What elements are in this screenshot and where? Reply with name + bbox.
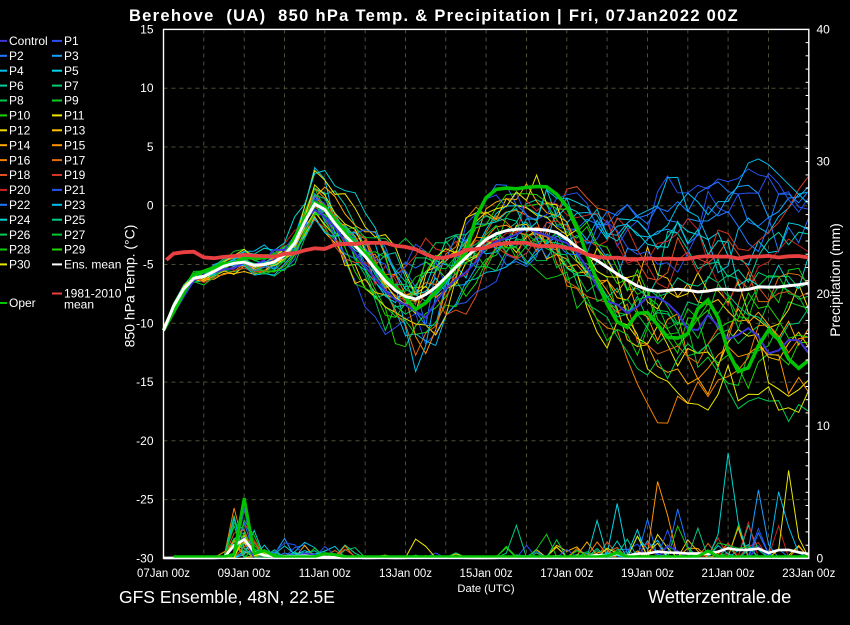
svg-text:P29: P29: [64, 243, 86, 257]
svg-text:P15: P15: [64, 138, 86, 152]
svg-text:20: 20: [817, 287, 831, 301]
svg-text:P9: P9: [64, 94, 79, 108]
svg-text:Berehove (UA) 850 hPa Temp.: Berehove (UA) 850 hPa Temp. & Precipitat…: [129, 7, 739, 25]
svg-text:P28: P28: [9, 243, 31, 257]
svg-text:15Jan 00z: 15Jan 00z: [460, 568, 513, 580]
svg-text:Precipitation (mm): Precipitation (mm): [827, 223, 843, 337]
svg-text:P1: P1: [64, 34, 79, 48]
svg-text:mean: mean: [64, 298, 94, 312]
svg-text:-20: -20: [136, 434, 154, 448]
svg-text:Control: Control: [9, 34, 48, 48]
svg-text:Wetterzentrale.de: Wetterzentrale.de: [648, 587, 791, 607]
svg-text:P24: P24: [9, 213, 31, 227]
svg-text:19Jan 00z: 19Jan 00z: [621, 568, 674, 580]
svg-text:-15: -15: [136, 375, 154, 389]
svg-text:P6: P6: [9, 79, 24, 93]
svg-text:P22: P22: [9, 198, 31, 212]
svg-text:P10: P10: [9, 109, 31, 123]
svg-text:P30: P30: [9, 258, 31, 272]
svg-text:Date (UTC): Date (UTC): [457, 583, 514, 595]
svg-text:-5: -5: [143, 258, 154, 272]
svg-text:Ens. mean: Ens. mean: [64, 258, 121, 272]
svg-text:30: 30: [817, 155, 831, 169]
svg-text:10: 10: [817, 419, 831, 433]
svg-text:21Jan 00z: 21Jan 00z: [702, 568, 755, 580]
svg-text:P16: P16: [9, 153, 31, 167]
svg-text:17Jan 00z: 17Jan 00z: [540, 568, 593, 580]
svg-text:07Jan 00z: 07Jan 00z: [137, 568, 190, 580]
svg-text:P25: P25: [64, 213, 86, 227]
svg-text:1981-2010: 1981-2010: [64, 287, 122, 301]
svg-text:P21: P21: [64, 183, 86, 197]
svg-text:P3: P3: [64, 49, 79, 63]
svg-text:5: 5: [147, 140, 154, 154]
svg-text:P2: P2: [9, 49, 24, 63]
svg-text:P14: P14: [9, 138, 31, 152]
svg-text:P20: P20: [9, 183, 31, 197]
svg-text:P27: P27: [64, 228, 86, 242]
svg-text:10: 10: [140, 81, 154, 95]
svg-text:13Jan 00z: 13Jan 00z: [379, 568, 432, 580]
svg-text:15: 15: [140, 22, 154, 36]
svg-text:P7: P7: [64, 79, 79, 93]
svg-text:P18: P18: [9, 168, 31, 182]
svg-text:P11: P11: [64, 109, 85, 123]
svg-text:P26: P26: [9, 228, 31, 242]
svg-text:-30: -30: [136, 551, 154, 565]
svg-text:-10: -10: [136, 316, 154, 330]
svg-text:P12: P12: [9, 124, 31, 138]
svg-text:0: 0: [817, 551, 824, 565]
svg-text:P17: P17: [64, 153, 86, 167]
svg-text:0: 0: [147, 199, 154, 213]
svg-text:P4: P4: [9, 64, 24, 78]
svg-text:P5: P5: [64, 64, 79, 78]
svg-text:P19: P19: [64, 168, 86, 182]
svg-text:GFS Ensemble, 48N, 22.5E: GFS Ensemble, 48N, 22.5E: [119, 587, 335, 607]
svg-text:P8: P8: [9, 94, 24, 108]
svg-text:P23: P23: [64, 198, 86, 212]
svg-text:-25: -25: [136, 493, 154, 507]
svg-text:Oper: Oper: [9, 296, 36, 310]
svg-text:11Jan 00z: 11Jan 00z: [299, 568, 351, 580]
svg-text:850 hPa Temp. (°C): 850 hPa Temp. (°C): [122, 225, 138, 348]
svg-text:40: 40: [817, 22, 831, 36]
svg-text:09Jan 00z: 09Jan 00z: [218, 568, 271, 580]
svg-text:P13: P13: [64, 124, 86, 138]
svg-text:23Jan 00z: 23Jan 00z: [782, 568, 835, 580]
